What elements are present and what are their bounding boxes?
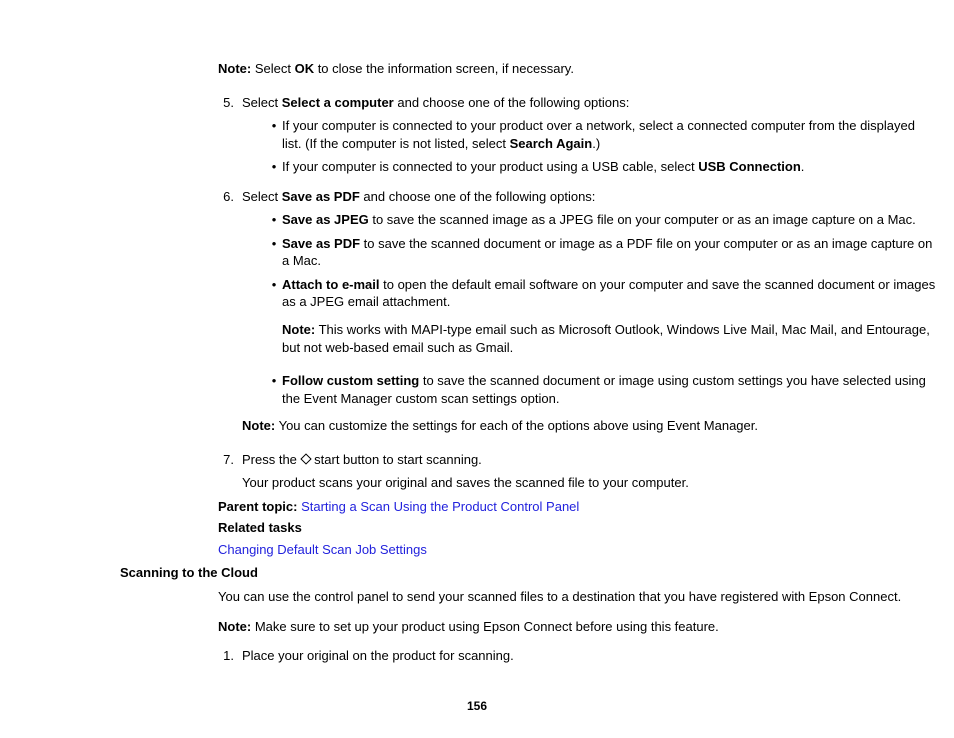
list-item: • Save as JPEG to save the scanned image… [266,211,938,229]
cloud-intro: You can use the control panel to send yo… [218,588,938,606]
note-text-before: Select [251,61,294,76]
note-label: Note: [218,619,251,634]
text-before: Select [242,189,282,204]
list-item: • Follow custom setting to save the scan… [266,372,938,407]
text-after: and choose one of the following options: [360,189,596,204]
related-tasks-label: Related tasks [218,519,938,537]
note-select-ok: Note: Select OK to close the information… [218,60,938,78]
list-item: • If your computer is connected to your … [266,158,938,176]
step-6-bullets: • Save as JPEG to save the scanned image… [266,211,938,407]
step-6: 6. Select Save as PDF and choose one of … [218,188,938,445]
page-number: 156 [0,698,954,714]
bullet-icon: • [266,372,282,407]
note-text: Make sure to set up your product using E… [251,619,719,634]
note-text: You can customize the settings for each … [275,418,758,433]
section-heading-cloud: Scanning to the Cloud [120,564,938,582]
parent-topic-link[interactable]: Starting a Scan Using the Product Contro… [301,499,579,514]
text-bold: Save as JPEG [282,212,369,227]
note-label: Note: [218,61,251,76]
text-before: If your computer is connected to your pr… [282,159,698,174]
text-bold: Search Again [510,136,593,151]
start-button-icon [300,453,311,464]
bullet-icon: • [266,117,282,152]
bullet-text: If your computer is connected to your pr… [282,158,938,176]
step-5: 5. Select Select a computer and choose o… [218,94,938,182]
bullet-icon: • [266,211,282,229]
step-text: Press the start button to start scanning… [242,451,938,492]
document-page: Note: Select OK to close the information… [0,0,954,738]
step-number: 6. [218,188,242,445]
bullet-text: Save as JPEG to save the scanned image a… [282,211,938,229]
note-event-manager: Note: You can customize the settings for… [242,417,938,435]
note-text: This works with MAPI-type email such as … [282,322,930,355]
text-bold: Save as PDF [282,189,360,204]
step-7: 7. Press the start button to start scann… [218,451,938,492]
cloud-step-1: 1. Place your original on the product fo… [218,647,938,665]
text-bold: Save as PDF [282,236,360,251]
text-after: to open the default email software on yo… [282,277,935,310]
related-task-link[interactable]: Changing Default Scan Job Settings [218,542,427,557]
related-tasks: Changing Default Scan Job Settings [218,541,938,559]
step-text: Select Select a computer and choose one … [242,94,938,182]
note-label: Note: [242,418,275,433]
bullet-text: Save as PDF to save the scanned document… [282,235,938,270]
bullet-icon: • [266,235,282,270]
text-before: Select [242,95,282,110]
step-text: Place your original on the product for s… [242,647,938,665]
parent-label: Parent topic: [218,499,301,514]
bullet-text: If your computer is connected to your pr… [282,117,938,152]
bullet-text: Attach to e-mail to open the default ema… [282,276,938,366]
text-bold: Select a computer [282,95,394,110]
content-column: Note: Select OK to close the information… [218,60,938,665]
step-number: 1. [218,647,242,665]
text-after: .) [592,136,600,151]
bullet-icon: • [266,276,282,366]
list-item: • If your computer is connected to your … [266,117,938,152]
text-before: Press the [242,452,301,467]
bullet-icon: • [266,158,282,176]
text-bold: Attach to e-mail [282,277,380,292]
text-after: to save the scanned image as a JPEG file… [369,212,916,227]
step-number: 5. [218,94,242,182]
note-label: Note: [282,322,315,337]
note-bold: OK [295,61,315,76]
bullet-text: Follow custom setting to save the scanne… [282,372,938,407]
step-text: Select Save as PDF and choose one of the… [242,188,938,445]
text-bold: Follow custom setting [282,373,419,388]
text-after: to save the scanned document or image as… [282,236,932,269]
note-text-after: to close the information screen, if nece… [314,61,574,76]
text-bold: USB Connection [698,159,801,174]
step-number: 7. [218,451,242,492]
text-after: and choose one of the following options: [394,95,630,110]
note-mapi: Note: This works with MAPI-type email su… [282,321,938,356]
step-7-line2: Your product scans your original and sav… [242,474,938,492]
list-item: • Attach to e-mail to open the default e… [266,276,938,366]
text-after: . [801,159,805,174]
text-after: start button to start scanning. [311,452,482,467]
parent-topic: Parent topic: Starting a Scan Using the … [218,498,938,516]
step-5-bullets: • If your computer is connected to your … [266,117,938,176]
note-epson-connect: Note: Make sure to set up your product u… [218,618,938,636]
list-item: • Save as PDF to save the scanned docume… [266,235,938,270]
